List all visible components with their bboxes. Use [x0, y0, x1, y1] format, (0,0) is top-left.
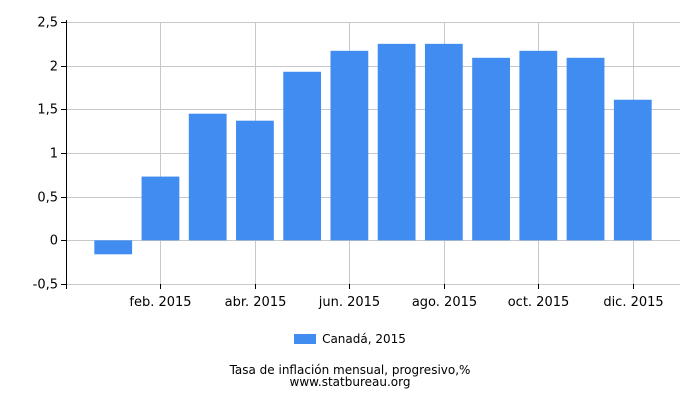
y-tick-label: 2,5	[37, 16, 58, 31]
y-tick-label: 1	[50, 147, 58, 162]
x-tick-label: ago. 2015	[412, 295, 477, 310]
y-tick-label: -0,5	[33, 278, 58, 293]
y-tick-label: 0	[50, 234, 58, 249]
legend-label: Canadá, 2015	[322, 332, 406, 346]
axes	[61, 20, 634, 289]
bar	[141, 176, 180, 241]
x-tick-label: oct. 2015	[508, 295, 570, 310]
legend-swatch	[294, 334, 317, 344]
y-tick-label: 0,5	[37, 191, 58, 206]
bar	[330, 50, 369, 241]
bar	[236, 120, 274, 241]
x-tick-label: dic. 2015	[603, 295, 663, 310]
bar	[94, 240, 133, 255]
bar	[424, 43, 463, 241]
bar	[613, 99, 652, 241]
y-tick-label: 1,5	[37, 103, 58, 118]
bars	[94, 43, 652, 255]
bar	[188, 113, 227, 241]
y-tick-label: 2	[50, 60, 58, 75]
bar	[566, 57, 605, 241]
bar	[377, 43, 416, 241]
x-tick-label: feb. 2015	[129, 295, 191, 310]
tick-labels: -0,5 0 0,5 1 1,5 2 2,5 feb. 2015 abr. 2015 jun. 2…	[33, 16, 664, 311]
x-tick-label: jun. 2015	[318, 295, 380, 310]
chart-title: Tasa de inflación mensual, progresivo,%	[229, 363, 471, 377]
chart-source: www.statbureau.org	[289, 375, 411, 389]
legend: Canadá, 2015	[0, 332, 700, 346]
bar	[519, 50, 558, 241]
bar	[283, 71, 322, 241]
bar	[472, 57, 510, 241]
x-tick-label: abr. 2015	[225, 295, 287, 310]
inflation-bar-chart: -0,5 0 0,5 1 1,5 2 2,5 feb. 2015 abr. 2015 jun. 2…	[33, 16, 680, 311]
